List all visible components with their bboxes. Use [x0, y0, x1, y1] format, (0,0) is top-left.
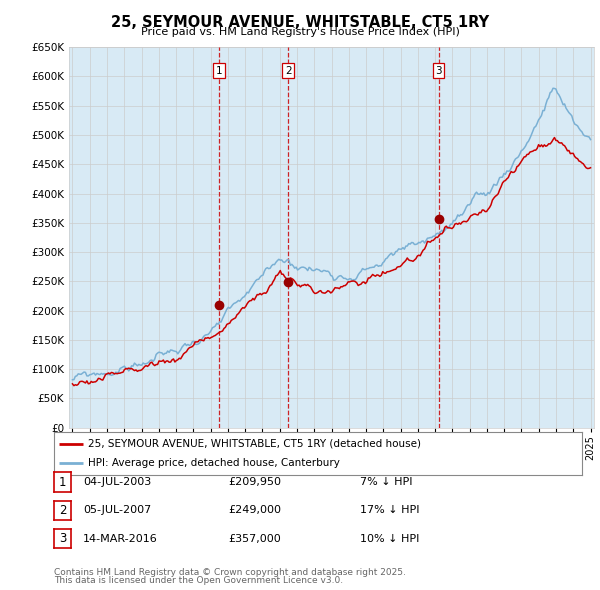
Text: Contains HM Land Registry data © Crown copyright and database right 2025.: Contains HM Land Registry data © Crown c… [54, 568, 406, 577]
Text: HPI: Average price, detached house, Canterbury: HPI: Average price, detached house, Cant… [88, 458, 340, 468]
Text: £209,950: £209,950 [228, 477, 281, 487]
Text: Price paid vs. HM Land Registry's House Price Index (HPI): Price paid vs. HM Land Registry's House … [140, 27, 460, 37]
Text: £357,000: £357,000 [228, 534, 281, 543]
Text: 14-MAR-2016: 14-MAR-2016 [83, 534, 158, 543]
Text: This data is licensed under the Open Government Licence v3.0.: This data is licensed under the Open Gov… [54, 576, 343, 585]
Text: 3: 3 [435, 66, 442, 76]
Text: 25, SEYMOUR AVENUE, WHITSTABLE, CT5 1RY (detached house): 25, SEYMOUR AVENUE, WHITSTABLE, CT5 1RY … [88, 439, 421, 449]
Text: £249,000: £249,000 [228, 506, 281, 515]
Text: 1: 1 [59, 476, 66, 489]
Text: 3: 3 [59, 532, 66, 545]
Text: 04-JUL-2003: 04-JUL-2003 [83, 477, 151, 487]
Text: 1: 1 [216, 66, 223, 76]
Text: 10% ↓ HPI: 10% ↓ HPI [360, 534, 419, 543]
Text: 17% ↓ HPI: 17% ↓ HPI [360, 506, 419, 515]
Text: 2: 2 [285, 66, 292, 76]
Text: 05-JUL-2007: 05-JUL-2007 [83, 506, 151, 515]
Text: 2: 2 [59, 504, 66, 517]
Text: 7% ↓ HPI: 7% ↓ HPI [360, 477, 413, 487]
Text: 25, SEYMOUR AVENUE, WHITSTABLE, CT5 1RY: 25, SEYMOUR AVENUE, WHITSTABLE, CT5 1RY [111, 15, 489, 30]
